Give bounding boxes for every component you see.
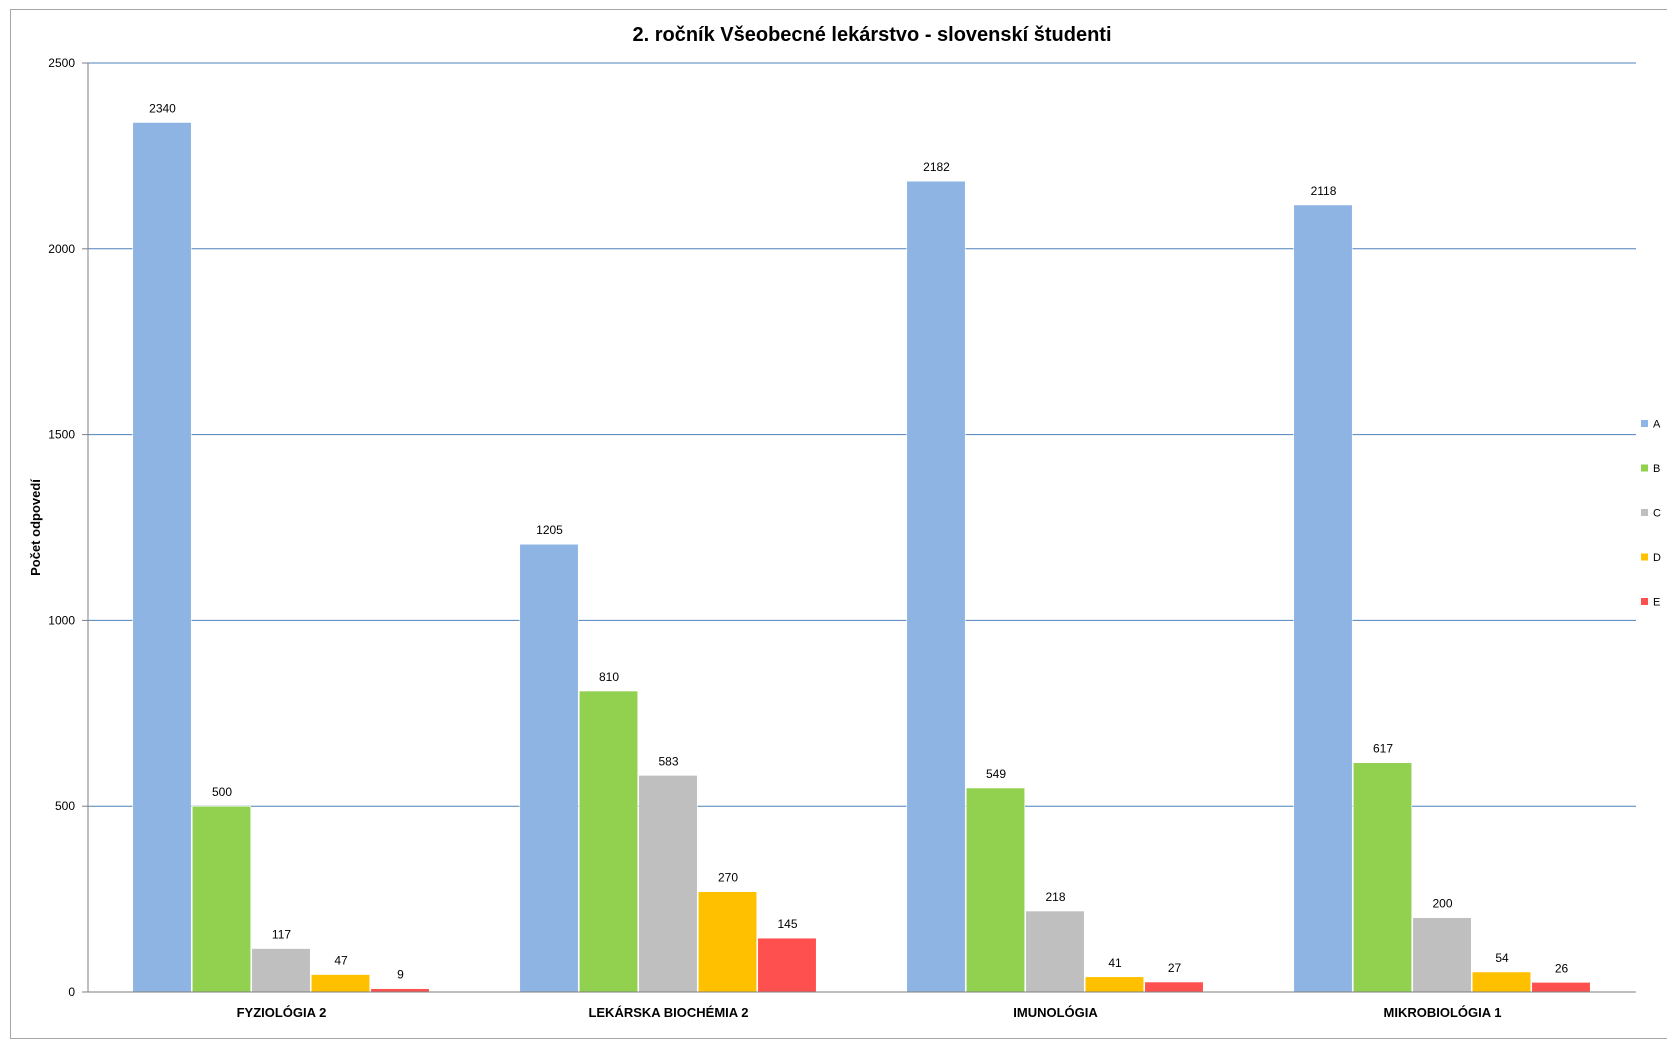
bar-imunologia-e xyxy=(1144,981,1204,993)
data-label-lekarska-biochemia-2-e: 145 xyxy=(777,917,797,931)
y-tick-label-500: 500 xyxy=(55,799,75,813)
legend-label-d: D xyxy=(1653,552,1661,564)
x-category-label-imunologia: IMUNOLÓGIA xyxy=(1013,1005,1098,1020)
y-tick-label-2500: 2500 xyxy=(48,56,75,70)
y-tick-label-0: 0 xyxy=(68,985,75,999)
x-category-label-mikrobiologia-1: MIKROBIOLÓGIA 1 xyxy=(1384,1005,1502,1020)
data-label-fyziologia-2-e: 9 xyxy=(397,968,404,982)
data-label-mikrobiologia-1-e: 26 xyxy=(1555,961,1569,975)
y-axis-label: Počet odpovedí xyxy=(28,479,43,576)
data-label-lekarska-biochemia-2-c: 583 xyxy=(658,754,678,768)
bar-fyziologia-2-e xyxy=(370,988,430,993)
axes xyxy=(82,62,1636,993)
bar-lekarska-biochemia-2-a xyxy=(519,543,579,993)
data-label-imunologia-d: 41 xyxy=(1108,956,1122,970)
bar-lekarska-biochemia-2-b xyxy=(578,690,639,993)
bar-fyziologia-2-b xyxy=(191,805,252,993)
x-category-label-fyziologia-2: FYZIOLÓGIA 2 xyxy=(237,1005,327,1020)
bar-imunologia-b xyxy=(965,787,1026,993)
data-label-mikrobiologia-1-c: 200 xyxy=(1432,897,1452,911)
legend-label-e: E xyxy=(1653,597,1660,609)
legend-label-b: B xyxy=(1653,463,1660,475)
bar-mikrobiologia-1-d xyxy=(1471,971,1532,993)
bar-lekarska-biochemia-2-e xyxy=(757,937,817,993)
bar-mikrobiologia-1-b xyxy=(1352,762,1413,993)
bars xyxy=(132,122,1591,993)
gridlines xyxy=(88,62,1636,807)
bar-fyziologia-2-c xyxy=(251,948,311,993)
legend-label-a: A xyxy=(1653,419,1661,431)
bar-imunologia-d xyxy=(1084,976,1145,993)
y-tick-label-2000: 2000 xyxy=(48,242,75,256)
y-tick-label-1000: 1000 xyxy=(48,613,75,627)
data-label-lekarska-biochemia-2-b: 810 xyxy=(599,670,619,684)
data-label-lekarska-biochemia-2-a: 1205 xyxy=(536,523,563,537)
chart-title: 2. ročník Všeobecné lekárstvo - slovensk… xyxy=(632,24,1111,46)
legend: A B C D E xyxy=(1641,419,1661,609)
legend-swatch-c xyxy=(1641,509,1648,516)
legend-swatch-a xyxy=(1641,420,1648,427)
data-labels: 2340 500 117 47 9 1205 810 583 270 145 2182 549 218 4… xyxy=(149,101,1568,981)
bar-fyziologia-2-a xyxy=(132,122,192,993)
bar-lekarska-biochemia-2-d xyxy=(697,891,758,993)
legend-swatch-b xyxy=(1641,464,1648,472)
bar-imunologia-a xyxy=(906,180,966,993)
data-label-fyziologia-2-d: 47 xyxy=(334,954,348,968)
x-category-labels: FYZIOLÓGIA 2 LEKÁRSKA BIOCHÉMIA 2 IMUNOLÓG… xyxy=(237,1005,1502,1020)
data-label-fyziologia-2-b: 500 xyxy=(212,785,232,799)
bar-mikrobiologia-1-a xyxy=(1293,204,1353,993)
bar-imunologia-c xyxy=(1025,910,1085,993)
data-label-imunologia-b: 549 xyxy=(986,767,1006,781)
data-label-lekarska-biochemia-2-d: 270 xyxy=(718,871,738,885)
legend-swatch-e xyxy=(1641,598,1648,605)
legend-label-c: C xyxy=(1653,508,1661,520)
bar-mikrobiologia-1-e xyxy=(1531,982,1591,993)
data-label-mikrobiologia-1-a: 2118 xyxy=(1311,184,1337,198)
y-tick-labels: 0 500 1000 1500 2000 2500 xyxy=(48,56,75,999)
y-tick-label-1500: 1500 xyxy=(48,428,75,442)
data-label-fyziologia-2-c: 117 xyxy=(272,928,291,942)
bar-mikrobiologia-1-c xyxy=(1412,917,1472,993)
x-category-label-lekarska-biochemia-2: LEKÁRSKA BIOCHÉMIA 2 xyxy=(588,1005,748,1020)
data-label-mikrobiologia-1-d: 54 xyxy=(1495,951,1509,965)
bar-lekarska-biochemia-2-c xyxy=(638,775,698,993)
bar-fyziologia-2-d xyxy=(310,974,371,993)
data-label-imunologia-a: 2182 xyxy=(923,160,950,174)
data-label-mikrobiologia-1-b: 617 xyxy=(1373,742,1393,756)
data-label-fyziologia-2-a: 2340 xyxy=(149,101,176,115)
data-label-imunologia-e: 27 xyxy=(1168,961,1182,975)
legend-swatch-d xyxy=(1641,553,1648,561)
data-label-imunologia-c: 218 xyxy=(1045,890,1065,904)
